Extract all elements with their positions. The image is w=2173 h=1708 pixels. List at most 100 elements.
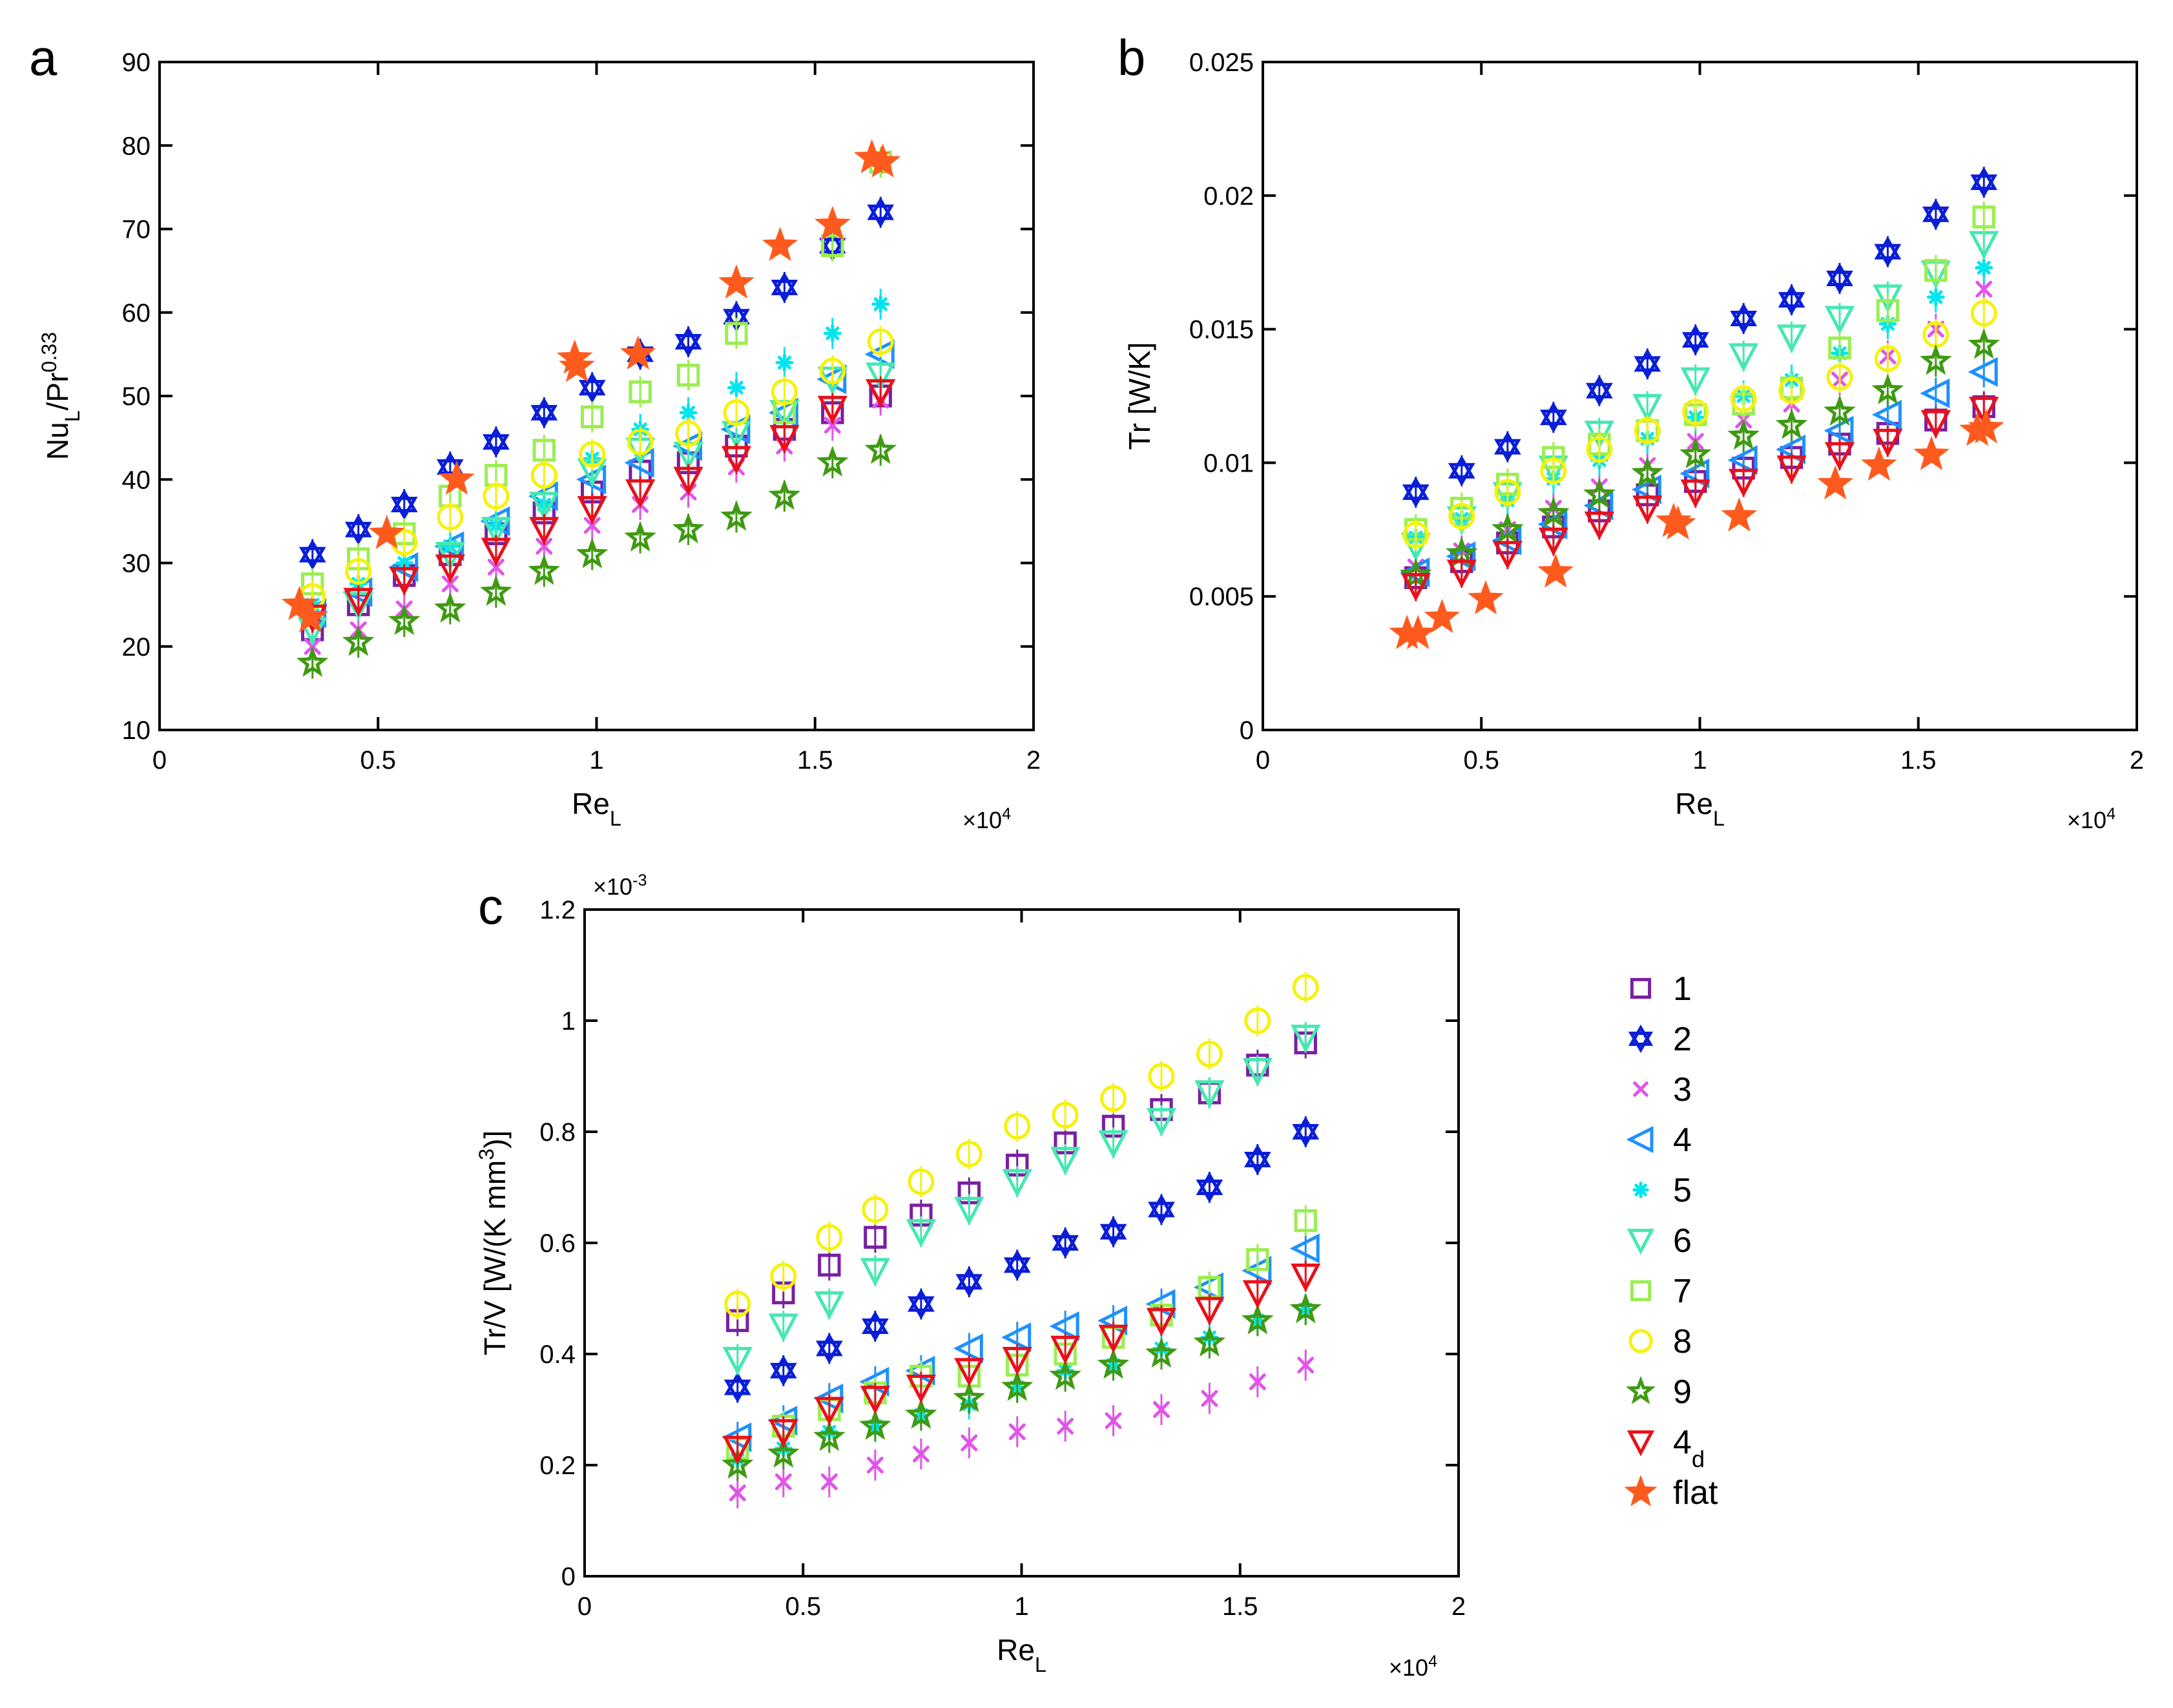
legend-marker-7 [1630, 1280, 1652, 1302]
point-4d [768, 1419, 798, 1448]
point-9 [859, 1409, 891, 1440]
legend-label-7: 7 [1673, 1273, 1692, 1310]
point-6 [1291, 1025, 1321, 1054]
point-2 [530, 397, 558, 428]
point-2 [344, 514, 372, 545]
point-9 [1145, 1337, 1178, 1368]
y-tick-label: 0 [1240, 716, 1254, 745]
point-9 [1001, 1370, 1034, 1401]
point-8 [1448, 503, 1475, 530]
point-6 [1729, 343, 1759, 372]
point-8 [530, 462, 557, 489]
y-tick-label: 0.015 [1189, 316, 1254, 344]
legend-item-1: 1 [1630, 970, 1692, 1008]
point-8 [345, 557, 372, 585]
point-8 [770, 1263, 797, 1290]
point-4d [1632, 495, 1663, 525]
point-4d [1920, 410, 1951, 439]
point-9 [1097, 1348, 1130, 1379]
x-multiplier: ×104 [1389, 1652, 1437, 1681]
point-flat [762, 227, 798, 262]
point-8 [1148, 1063, 1175, 1090]
y-tick-label: 0.005 [1189, 583, 1254, 611]
point-flat [1721, 497, 1758, 532]
point-9 [1289, 1293, 1322, 1324]
point-9 [768, 479, 801, 510]
x-tick-label: 0.5 [360, 746, 396, 775]
point-9 [1871, 373, 1904, 404]
point-2 [1634, 348, 1661, 380]
point-8 [816, 1224, 843, 1251]
legend-label-1: 1 [1673, 970, 1692, 1008]
legend-label-4d: 4d [1673, 1424, 1705, 1472]
point-flat [1817, 465, 1854, 500]
x-tick-label: 0.5 [1463, 746, 1499, 775]
point-2 [955, 1266, 983, 1298]
legend-item-4d: 4d [1627, 1424, 1705, 1472]
point-9 [864, 433, 897, 464]
point-5 [775, 353, 794, 372]
point-8 [1586, 436, 1613, 463]
point-5 [823, 324, 842, 342]
point-7 [1246, 1248, 1269, 1271]
point-8 [1196, 1041, 1223, 1068]
point-4d [673, 466, 703, 495]
point-6 [529, 492, 559, 521]
point-8 [437, 503, 464, 530]
legend-item-6: 6 [1627, 1222, 1692, 1260]
point-9 [1537, 496, 1570, 528]
y-tick-label: 0.4 [539, 1340, 576, 1369]
point-4d [1242, 1280, 1273, 1309]
legend-label-3: 3 [1673, 1071, 1692, 1109]
point-9 [767, 1437, 800, 1468]
point-flat [814, 205, 851, 240]
point-flat [559, 348, 595, 382]
point-1 [864, 1225, 887, 1249]
point-3 [583, 517, 601, 534]
point-3 [1201, 1390, 1218, 1407]
point-9 [576, 537, 608, 568]
point-2 [1052, 1227, 1079, 1258]
series-9 [721, 1293, 1322, 1481]
series-2 [1402, 167, 1998, 508]
series-4d [1400, 393, 1999, 602]
point-9 [1241, 1304, 1274, 1335]
point-8 [1540, 457, 1567, 484]
legend-marker-4d [1627, 1430, 1655, 1457]
point-6 [1776, 324, 1807, 353]
point-5 [1926, 288, 1945, 306]
point-2 [390, 489, 418, 521]
point-flat [619, 335, 656, 370]
plot-frame [583, 908, 1460, 1578]
point-9 [1631, 456, 1664, 488]
point-8 [627, 428, 654, 455]
legend-item-2: 2 [1628, 1021, 1692, 1058]
point-3 [820, 1473, 838, 1490]
y-tick-label: 0.02 [1203, 182, 1254, 211]
point-4d [435, 554, 466, 583]
legend-item-flat: flat [1624, 1474, 1718, 1512]
point-9 [1775, 408, 1808, 439]
point-flat [1468, 580, 1504, 615]
point-flat [1913, 435, 1949, 470]
y-tick-label: 40 [122, 466, 151, 494]
point-6 [1146, 1108, 1177, 1137]
legend-label-9: 9 [1673, 1373, 1692, 1411]
point-8 [1874, 345, 1901, 372]
legend-marker-2 [1628, 1025, 1654, 1053]
legend-label-6: 6 [1673, 1222, 1692, 1260]
point-9 [1727, 419, 1760, 450]
point-6 [1098, 1130, 1128, 1159]
point-2 [1243, 1144, 1271, 1175]
point-9 [816, 446, 849, 477]
y-multiplier: ×10-3 [593, 871, 647, 900]
point-8 [1052, 1101, 1079, 1129]
point-3 [824, 417, 841, 434]
x-axis-label: ReL [997, 1633, 1046, 1676]
x-tick-label: 0 [577, 1592, 592, 1621]
point-2 [771, 271, 798, 303]
series-9 [296, 433, 897, 679]
y-tick-label: 0.8 [539, 1118, 576, 1147]
point-3 [866, 1457, 884, 1474]
